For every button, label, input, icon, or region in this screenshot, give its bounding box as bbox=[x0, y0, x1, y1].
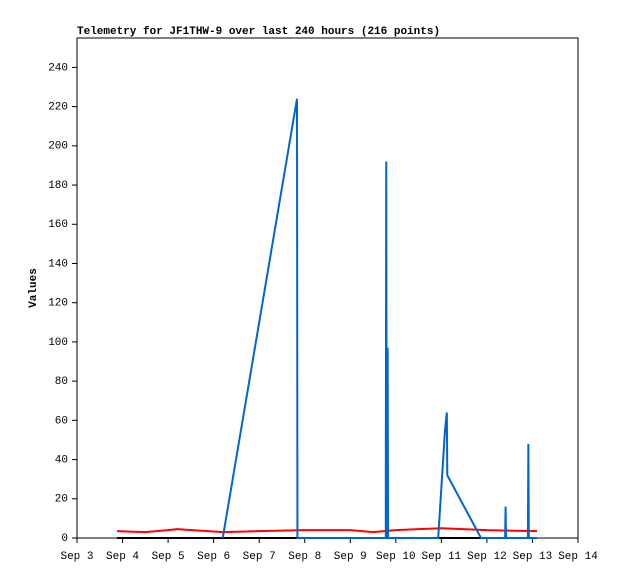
x-tick-label: Sep 11 bbox=[422, 551, 462, 563]
x-tick-label: Sep 3 bbox=[60, 551, 93, 563]
y-tick-label: 220 bbox=[48, 102, 68, 114]
x-tick-label: Sep 14 bbox=[558, 551, 598, 563]
y-tick-label: 240 bbox=[48, 62, 68, 74]
y-tick-label: 100 bbox=[48, 337, 68, 349]
y-tick-label: 60 bbox=[55, 415, 68, 427]
y-tick-label: 200 bbox=[48, 141, 68, 153]
x-tick-label: Sep 8 bbox=[288, 551, 321, 563]
y-tick-label: 180 bbox=[48, 180, 68, 192]
series-line bbox=[117, 527, 538, 534]
x-tick-label: Sep 5 bbox=[152, 551, 185, 563]
plot-frame bbox=[76, 37, 579, 539]
y-axis-label: Values bbox=[28, 268, 40, 308]
x-tick-label: Sep 4 bbox=[106, 551, 139, 563]
x-tick-label: Sep 9 bbox=[334, 551, 367, 563]
x-tick-label: Sep 7 bbox=[243, 551, 276, 563]
y-tick-label: 160 bbox=[48, 219, 68, 231]
y-tick-label: 140 bbox=[48, 258, 68, 270]
y-tick-label: 80 bbox=[55, 376, 68, 388]
y-tick-label: 40 bbox=[55, 454, 68, 466]
y-tick-label: 20 bbox=[55, 494, 68, 506]
series-line bbox=[221, 98, 538, 539]
x-tick-label: Sep 13 bbox=[513, 551, 553, 563]
y-tick-label: 120 bbox=[48, 298, 68, 310]
chart-title: Telemetry for JF1THW-9 over last 240 hou… bbox=[77, 26, 440, 38]
x-tick-label: Sep 12 bbox=[467, 551, 507, 563]
y-tick-label: 0 bbox=[61, 533, 68, 545]
x-tick-label: Sep 6 bbox=[197, 551, 230, 563]
x-tick-label: Sep 10 bbox=[376, 551, 416, 563]
